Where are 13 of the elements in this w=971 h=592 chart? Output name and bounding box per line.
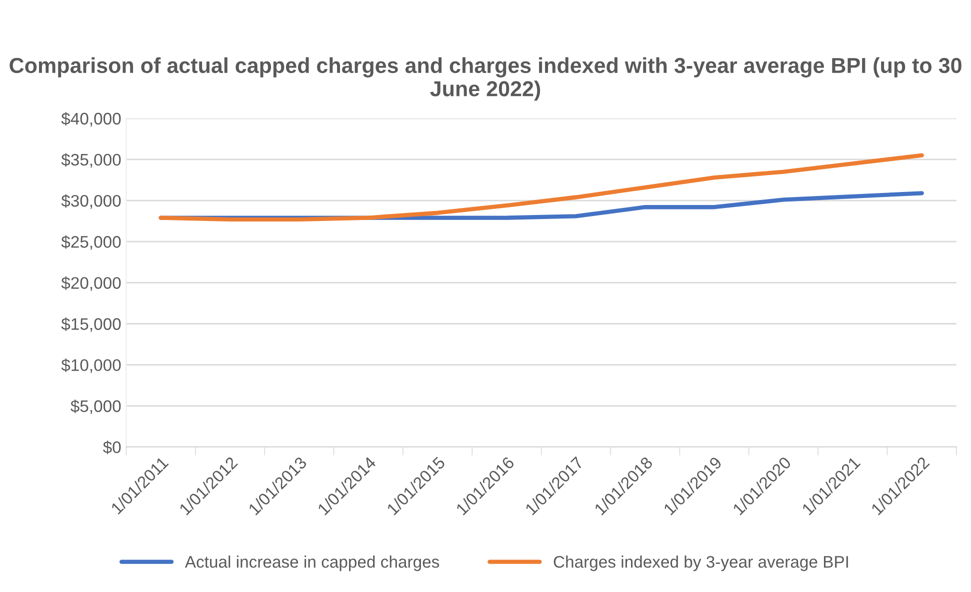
y-tick-label: $30,000 — [61, 194, 121, 209]
legend-label: Charges indexed by 3-year average BPI — [554, 556, 848, 572]
y-tick-label: $35,000 — [61, 153, 121, 168]
y-tick-label: $15,000 — [61, 317, 121, 332]
line-series — [158, 153, 924, 222]
chart-title: Comparison of actual capped charges and charges indexed with 3-year average BPI (up to 30 June 2022) — [10, 57, 962, 101]
y-tick-label: $20,000 — [61, 276, 121, 291]
y-tick-label: $40,000 — [61, 112, 121, 127]
y-tick-label: $10,000 — [61, 358, 121, 373]
legend-label: Actual increase in capped charges — [184, 556, 440, 572]
y-tick-label: $0 — [103, 440, 121, 454]
y-tick-label: $25,000 — [61, 235, 121, 250]
y-tick-label: $5,000 — [70, 400, 121, 414]
